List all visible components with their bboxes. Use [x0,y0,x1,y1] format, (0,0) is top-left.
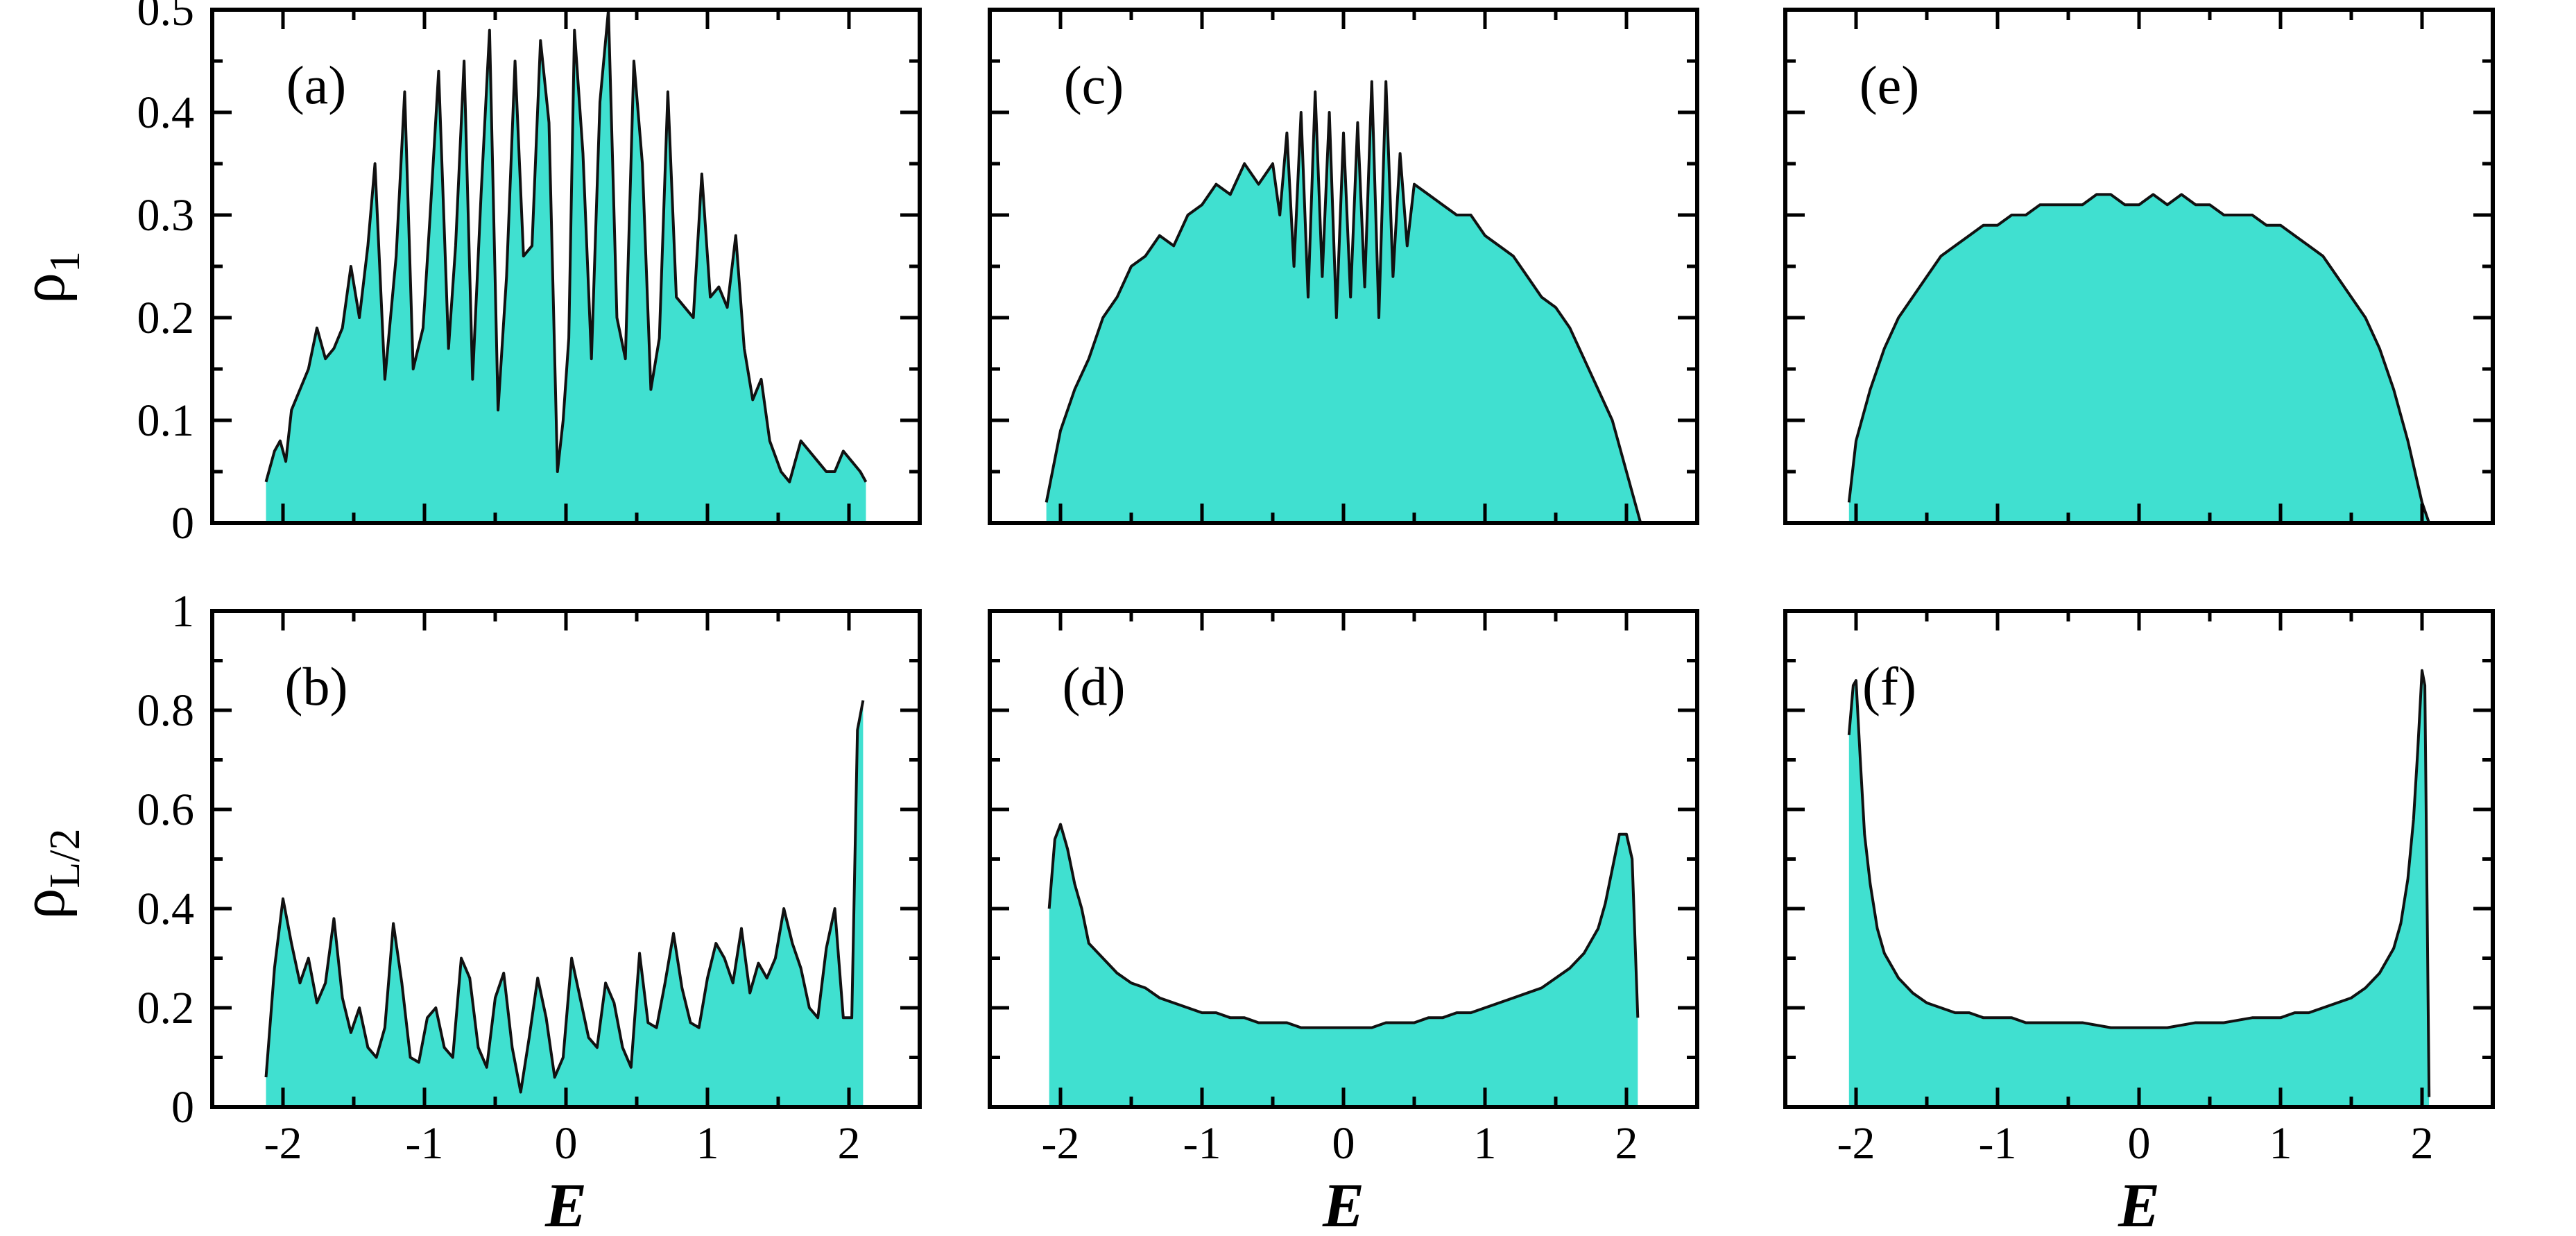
density-line [264,700,865,1094]
density-line [1045,80,1642,524]
density-fill [1049,824,1638,1107]
y-tick-label: 0.8 [137,685,195,736]
x-axis-title: E [544,1171,587,1236]
x-tick-label: 0 [1332,1118,1355,1169]
x-tick-label: -1 [406,1118,444,1169]
density-fill [1848,194,2430,523]
panel-e: (e) [1783,8,2495,525]
y-tick-label: 0.2 [137,983,195,1033]
density-line [264,8,868,483]
y-tick-label: 0.3 [137,190,195,241]
y-tick-label: 0.2 [137,293,195,343]
panel-label: (f) [1862,656,1916,716]
panel-label: (d) [1063,656,1126,716]
panel-label: (e) [1860,55,1920,115]
density-fill [266,10,866,523]
panel-a: 0 0.1 0.2 0.3 0.4 0.5 (a) [137,0,922,549]
density-line [1847,193,2431,524]
ylabel-top-sub: 1 [42,251,89,273]
x-tick-label: 1 [1474,1118,1497,1169]
y-tick-label: 0.4 [137,884,195,934]
y-tick-label: 0.1 [137,395,195,446]
panel-f: -2 -1 0 1 2 E (f) [1783,609,2495,1236]
x-tick-label: -2 [264,1118,302,1169]
panel-label: (c) [1064,55,1124,115]
x-tick-label: 2 [1615,1118,1638,1169]
density-fill [266,700,864,1107]
ylabel-bottom-sub: L/2 [42,828,89,888]
density-fill [1046,81,1641,524]
y-tick-label: 0 [171,498,194,549]
panel-label: (a) [286,55,347,115]
y-tick-label: 0 [171,1082,194,1133]
panels: 0 0.1 0.2 0.3 0.4 0.5 (a) 0 0.2 0.4 0.6 0.8 1 -2 -1 0 1 2… [137,0,2495,1236]
y-tick-label: 0.6 [137,784,195,835]
x-tick-label: 2 [2411,1118,2434,1169]
x-axis-title: E [1322,1171,1364,1236]
density-line [1847,669,2431,1097]
x-tick-label: -1 [1183,1118,1221,1169]
density-line [1047,823,1640,1029]
y-tick-label: 1 [171,586,194,637]
x-tick-label: -2 [1837,1118,1875,1169]
panel-label: (b) [285,656,348,716]
ylabel-top: ρ1 [9,251,89,304]
x-tick-label: -2 [1042,1118,1080,1169]
ylabel-top-main: ρ [9,273,78,304]
y-tick-label: 0.5 [137,0,195,35]
x-tick-label: 0 [555,1118,578,1169]
ylabel-bottom: ρL/2 [9,828,89,919]
x-tick-label: -1 [1979,1118,2017,1169]
panel-d: -2 -1 0 1 2 E (d) [988,609,1699,1236]
x-tick-label: 2 [838,1118,861,1169]
x-tick-label: 1 [696,1118,719,1169]
x-axis-title: E [2118,1171,2160,1236]
y-tick-label: 0.4 [137,87,195,138]
ylabel-bottom-main: ρ [9,889,78,920]
panel-b: 0 0.2 0.4 0.6 0.8 1 -2 -1 0 1 2 E (b) [137,586,922,1236]
density-fill [1848,670,2430,1107]
x-tick-label: 0 [2128,1118,2151,1169]
x-tick-label: 1 [2269,1118,2292,1169]
panel-c: (c) [988,8,1699,525]
